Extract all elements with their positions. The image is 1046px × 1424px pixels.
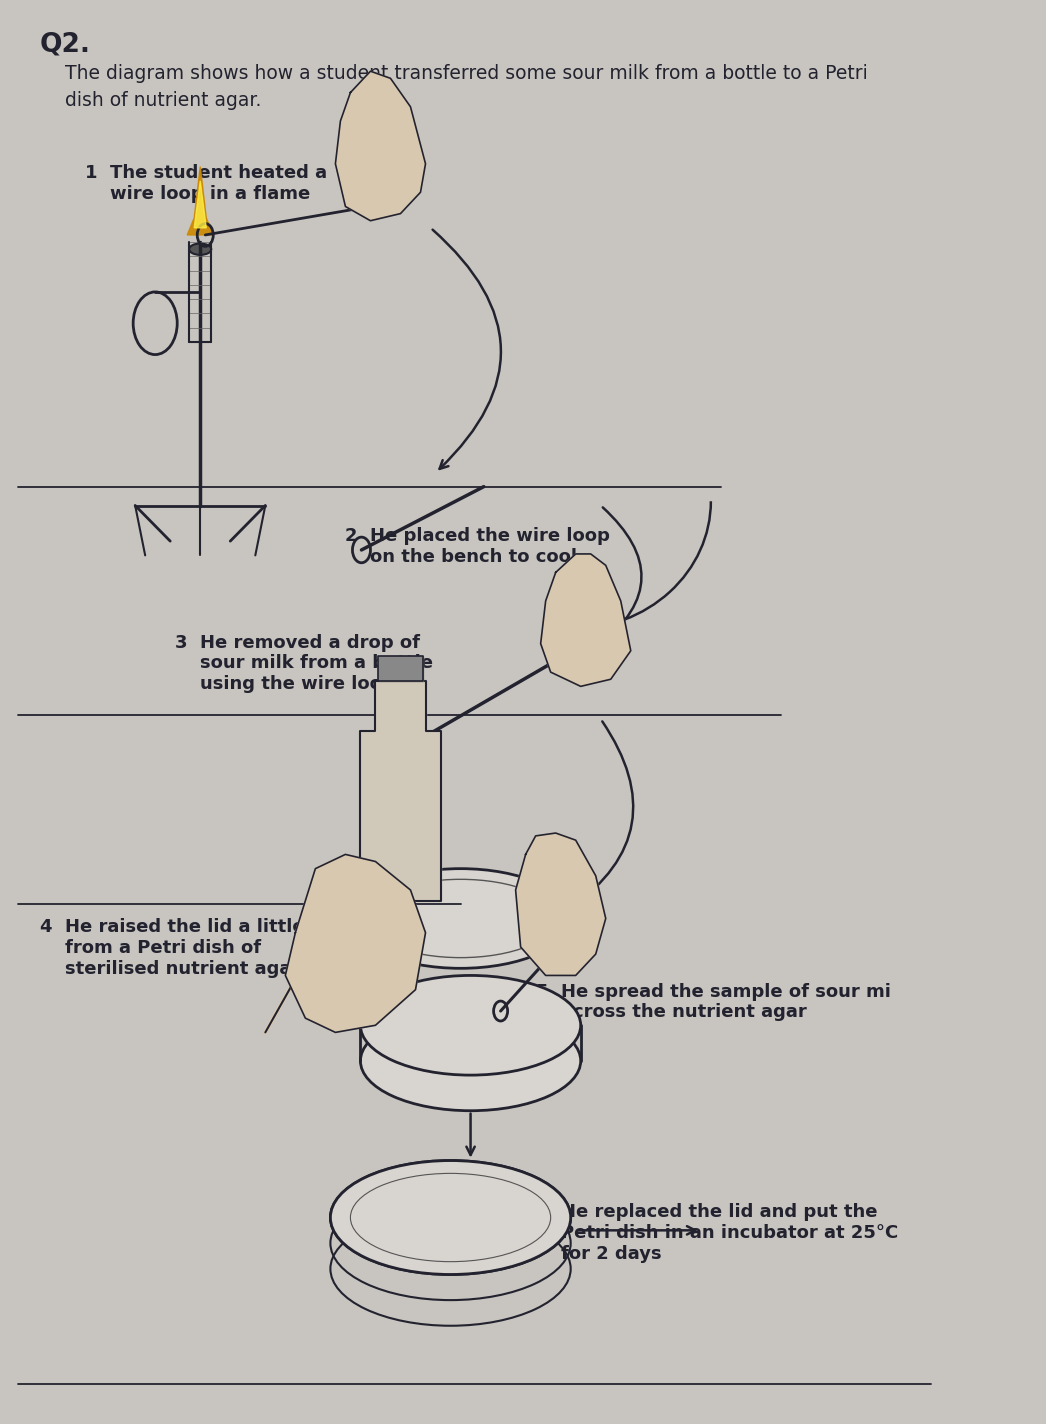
Text: 1  The student heated a
    wire loop in a flame: 1 The student heated a wire loop in a fl… xyxy=(85,164,327,202)
Ellipse shape xyxy=(361,1011,581,1111)
Text: 3  He removed a drop of
    sour milk from a bottle
    using the wire loop: 3 He removed a drop of sour milk from a … xyxy=(176,634,433,693)
Ellipse shape xyxy=(189,244,211,255)
Polygon shape xyxy=(286,854,426,1032)
Text: Q2.: Q2. xyxy=(40,31,91,57)
Text: 6  He replaced the lid and put the
    Petri dish in an incubator at 25°C
    fo: 6 He replaced the lid and put the Petri … xyxy=(536,1203,897,1263)
Text: 5  He spread the sample of sour mi
    across the nutrient agar: 5 He spread the sample of sour mi across… xyxy=(536,983,890,1021)
Ellipse shape xyxy=(331,1161,571,1274)
Ellipse shape xyxy=(361,975,581,1075)
Polygon shape xyxy=(187,167,213,235)
Polygon shape xyxy=(336,71,426,221)
Polygon shape xyxy=(516,833,606,975)
Ellipse shape xyxy=(350,869,571,968)
Text: 4  He raised the lid a little
    from a Petri dish of
    sterilised nutrient a: 4 He raised the lid a little from a Petr… xyxy=(40,918,304,978)
Text: The diagram shows how a student transferred some sour milk from a bottle to a Pe: The diagram shows how a student transfer… xyxy=(65,64,868,110)
Polygon shape xyxy=(541,554,631,686)
Polygon shape xyxy=(361,681,440,901)
Polygon shape xyxy=(195,181,206,228)
Ellipse shape xyxy=(331,1161,571,1274)
Polygon shape xyxy=(379,656,423,681)
Text: 2  He placed the wire loop
    on the bench to cool: 2 He placed the wire loop on the bench t… xyxy=(345,527,610,565)
